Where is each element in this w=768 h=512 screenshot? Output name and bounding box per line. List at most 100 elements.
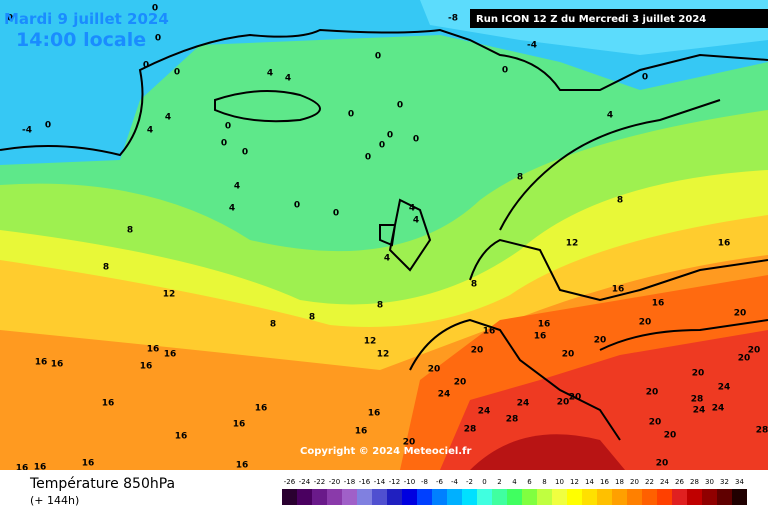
contour-label: 20 <box>649 418 662 428</box>
region <box>470 434 625 470</box>
contour-label: 8 <box>127 226 133 236</box>
scale-swatch <box>702 489 717 505</box>
scale-label: -8 <box>421 478 428 486</box>
contour-label: 0 <box>348 110 354 120</box>
contour-label: 16 <box>612 285 625 295</box>
run-box <box>470 9 768 28</box>
scale-label: 18 <box>615 478 624 486</box>
scale-label: -16 <box>359 478 371 486</box>
contour-label: 16 <box>483 327 496 337</box>
scale-swatch <box>642 489 657 505</box>
scale-label: 24 <box>660 478 669 486</box>
scale-label: -26 <box>284 478 296 486</box>
contour-label: 16 <box>35 358 48 368</box>
scale-swatch <box>717 489 732 505</box>
contour-label: 8 <box>270 320 276 330</box>
contour-label: 0 <box>365 153 371 163</box>
contour-label: 24 <box>517 399 530 409</box>
coastlines <box>0 28 768 441</box>
contour-label: 12 <box>163 290 176 300</box>
contour-label: 20 <box>403 438 416 448</box>
contour-label: 4 <box>413 216 419 226</box>
scale-label: -12 <box>389 478 400 486</box>
contour-label: 24 <box>693 406 706 416</box>
scale-swatch <box>582 489 597 505</box>
scale-swatch <box>597 489 612 505</box>
contour-label: 0 <box>294 201 300 211</box>
contour-label: 20 <box>569 393 582 403</box>
scale-label: -18 <box>344 478 355 486</box>
contour-label: 24 <box>718 383 731 393</box>
contour-label: 20 <box>639 318 652 328</box>
contour-label: -8 <box>448 14 458 24</box>
scale-label: -24 <box>299 478 311 486</box>
contour-label: 0 <box>379 141 385 151</box>
contour-label: 8 <box>617 196 623 206</box>
contour-label: 0 <box>397 101 403 111</box>
scale-swatch <box>357 489 372 505</box>
contour-label: 16 <box>534 332 547 342</box>
contour-label: 16 <box>175 432 188 442</box>
run: Run ICON 12 Z du Mercredi 3 juillet 2024 <box>476 14 706 25</box>
contour-label: 16 <box>102 399 115 409</box>
contour-label: 0 <box>143 61 149 71</box>
scale-label: 28 <box>690 478 699 486</box>
scale-swatch <box>552 489 567 505</box>
contour-label: 16 <box>164 350 177 360</box>
scale-swatch <box>312 489 327 505</box>
contour-label: 16 <box>355 427 368 437</box>
contour-label: 20 <box>562 350 575 360</box>
contour-label: 20 <box>646 388 659 398</box>
scale-swatch <box>432 489 447 505</box>
scale-label: 10 <box>555 478 564 486</box>
scale-label: -20 <box>329 478 340 486</box>
contour-label: 0 <box>242 148 248 158</box>
contour-label: 4 <box>285 74 291 84</box>
copyright: Copyright © 2024 Meteociel.fr <box>300 446 471 457</box>
scale-swatch <box>492 489 507 505</box>
contour-label: 4 <box>384 254 390 264</box>
contour-label: 0 <box>45 121 51 131</box>
scale-swatch <box>447 489 462 505</box>
region <box>440 330 768 470</box>
scale-label: 22 <box>645 478 654 486</box>
contour-label: 16 <box>51 360 64 370</box>
scale-label: -2 <box>466 478 473 486</box>
contour-label: 16 <box>233 420 246 430</box>
scale-swatch <box>327 489 342 505</box>
contour-label: 0 <box>375 52 381 62</box>
contour-label: 4 <box>234 182 240 192</box>
scale-label: -14 <box>374 478 386 486</box>
scale-swatch <box>537 489 552 505</box>
contour-label: 0 <box>155 34 161 44</box>
footer-range: (+ 144h) <box>30 494 79 507</box>
contour-label: 20 <box>664 431 677 441</box>
scale-label: 6 <box>527 478 532 486</box>
scale-label: 26 <box>675 478 684 486</box>
contour-label: 20 <box>734 309 747 319</box>
contour-label: 0 <box>333 209 339 219</box>
scale-swatch <box>477 489 492 505</box>
contour-label: 16 <box>368 409 381 419</box>
contour-label: 0 <box>221 139 227 149</box>
contour-label: -4 <box>527 41 537 51</box>
contour-label: 20 <box>748 346 761 356</box>
scale-label: 14 <box>585 478 594 486</box>
scale-label: -10 <box>404 478 415 486</box>
contour-label: 4 <box>147 126 153 136</box>
scale-label: -22 <box>314 478 325 486</box>
scale-label: 34 <box>735 478 744 486</box>
scale-label: -6 <box>436 478 444 486</box>
contour-label: 8 <box>471 280 477 290</box>
contour-label: 4 <box>229 204 235 214</box>
contour-label: 0 <box>413 135 419 145</box>
contour-label: 28 <box>691 395 704 405</box>
scale-swatch <box>687 489 702 505</box>
contour-label: 0 <box>225 122 231 132</box>
scale-swatch <box>462 489 477 505</box>
scale-label: -4 <box>451 478 459 486</box>
contour-label: 28 <box>464 425 477 435</box>
contour-label: 16 <box>82 459 95 469</box>
